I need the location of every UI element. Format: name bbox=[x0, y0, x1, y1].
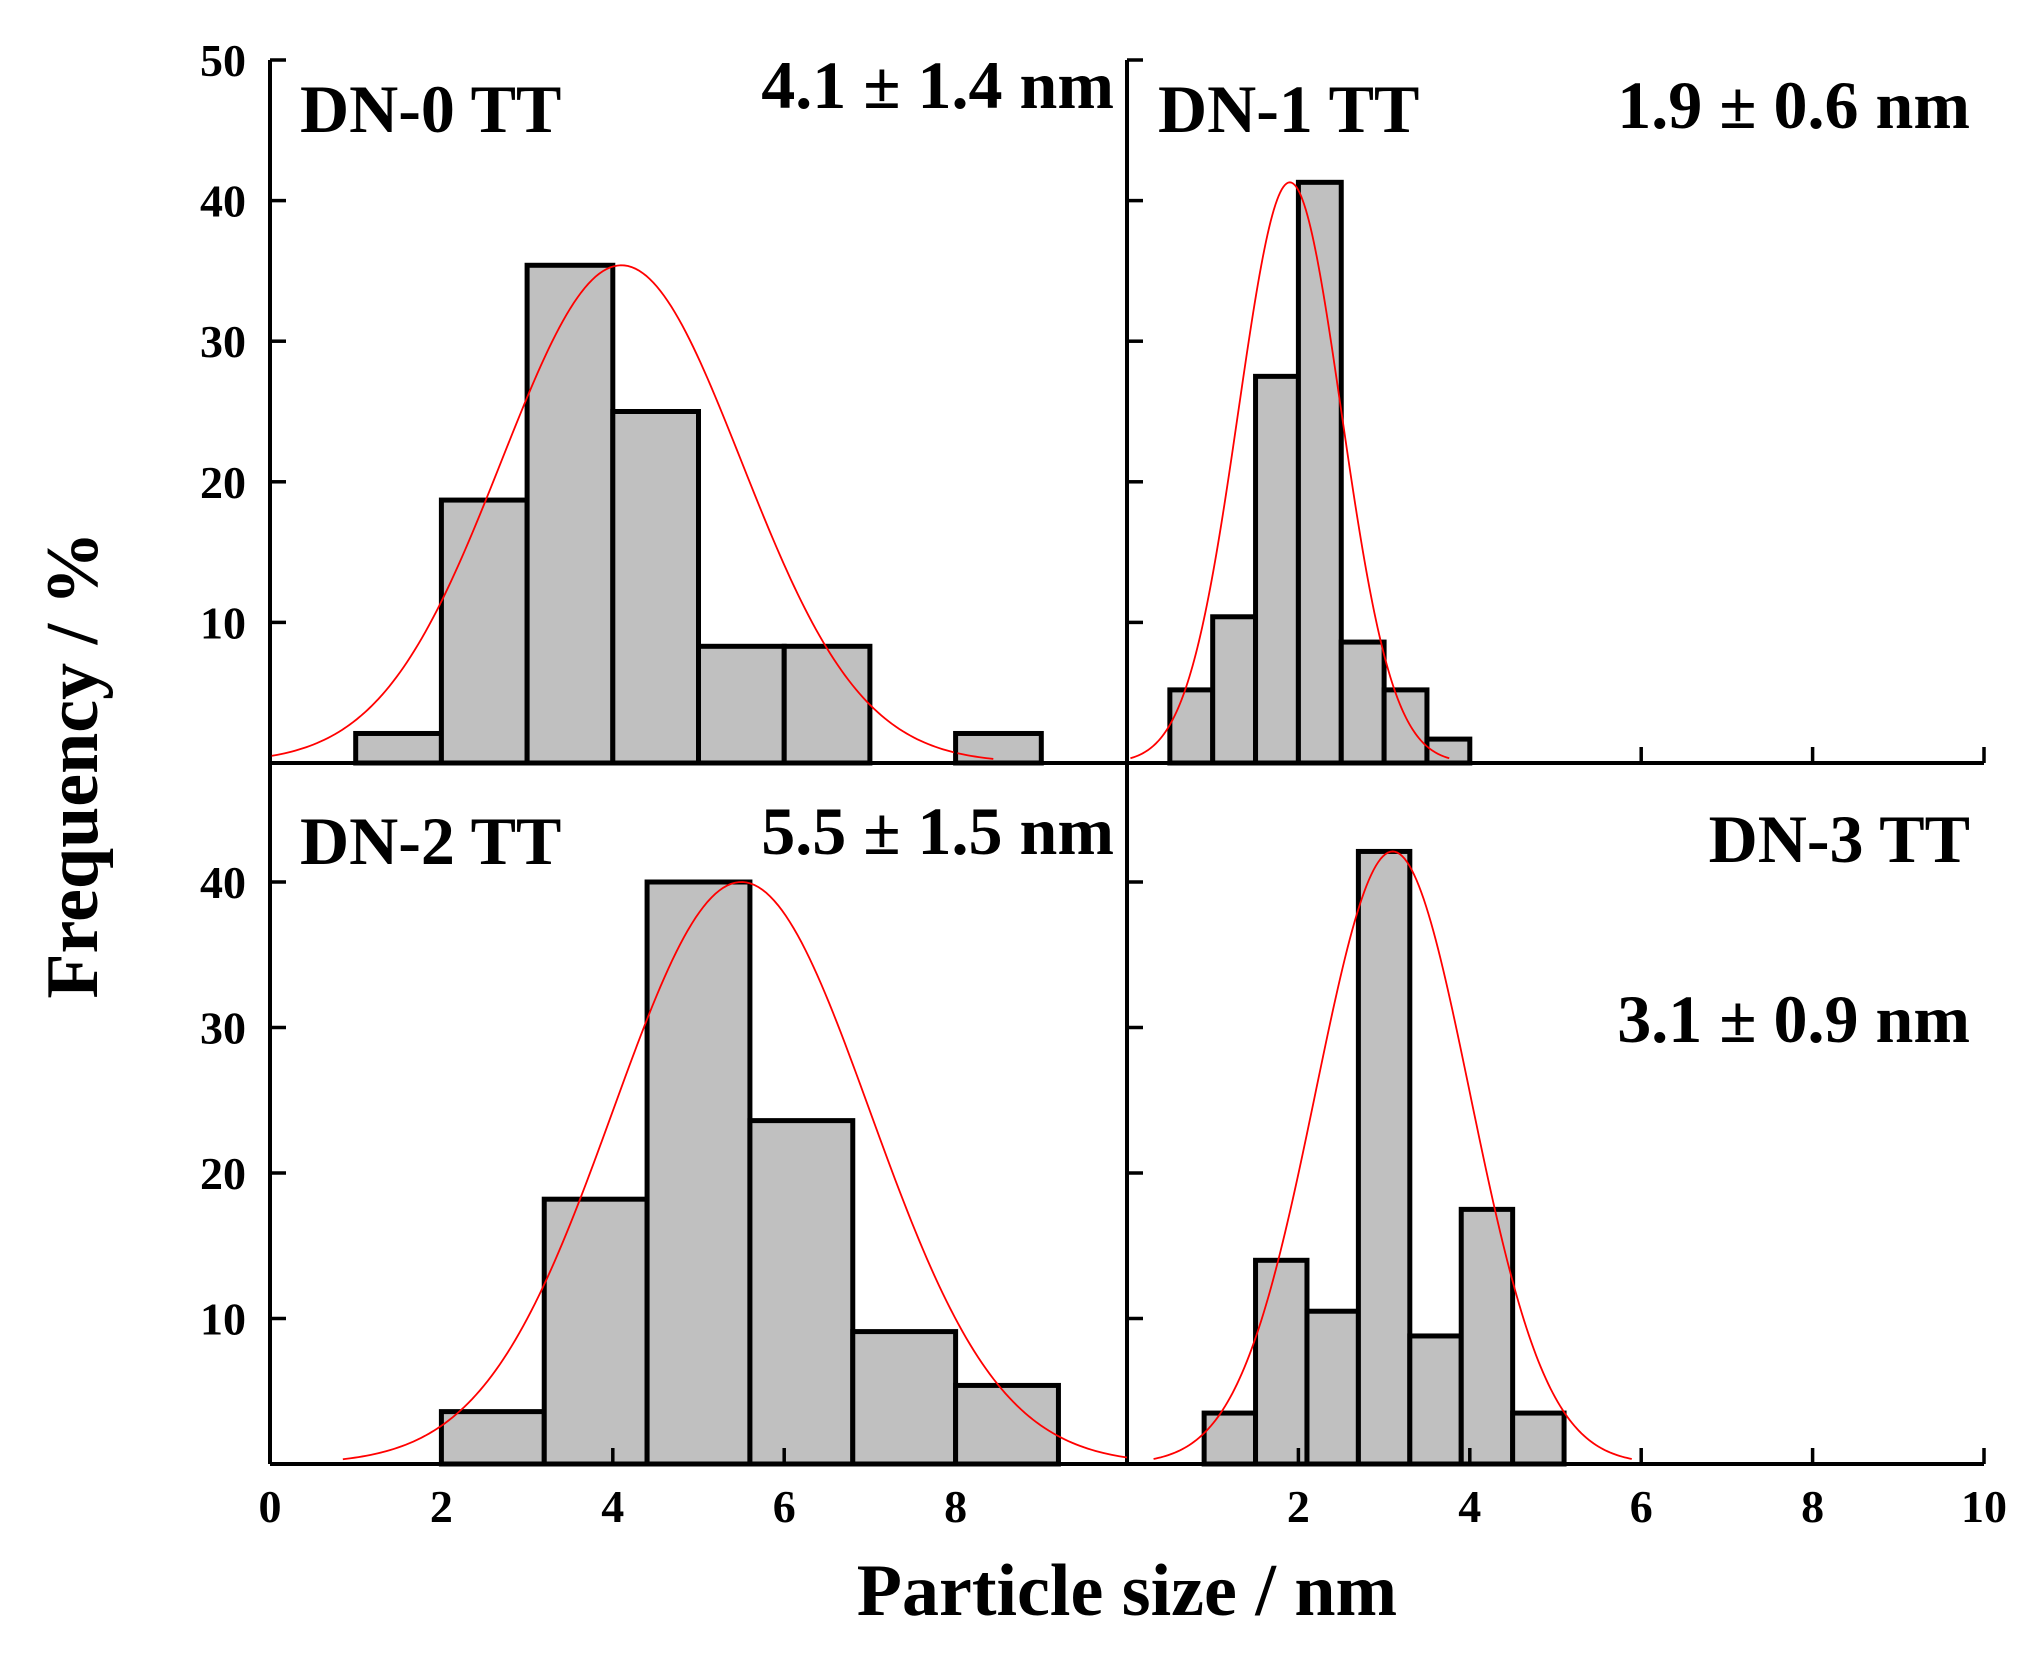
y-tick-label-bottom-40: 40 bbox=[200, 857, 246, 908]
bar-dn-2-tt-3 bbox=[647, 882, 750, 1464]
y-tick-label-bottom-30: 30 bbox=[200, 1003, 246, 1054]
bar-dn-0-tt-4 bbox=[613, 412, 699, 764]
x-tick-label-right-4: 4 bbox=[1458, 1481, 1481, 1532]
bar-dn-3-tt-2 bbox=[1256, 1260, 1307, 1464]
bar-dn-1-tt-6 bbox=[1384, 690, 1427, 763]
x-tick-label-left-6: 6 bbox=[773, 1481, 796, 1532]
panel-dn3-name: DN-3 TT bbox=[1709, 801, 1970, 877]
bar-dn-3-tt-5 bbox=[1410, 1336, 1461, 1464]
bar-dn-1-tt-1 bbox=[1170, 690, 1213, 763]
bar-dn-0-tt-3 bbox=[527, 265, 613, 763]
bar-dn-0-tt-6 bbox=[784, 646, 870, 763]
y-axis-title: Frequency / % bbox=[32, 531, 114, 998]
x-tick-label-right-2: 2 bbox=[1287, 1481, 1310, 1532]
bar-dn-0-tt-2 bbox=[441, 500, 527, 763]
bar-dn-1-tt-3 bbox=[1256, 376, 1299, 763]
histogram-figure: 10 20 30 40 50 10 20 30 40 0 2 4 6 8 2 4 6 8 10 DN-0 TT 4.… bbox=[0, 0, 2021, 1659]
panel-dn0-name: DN-0 TT bbox=[300, 71, 561, 147]
panel-dn2-name: DN-2 TT bbox=[300, 803, 561, 879]
bar-dn-2-tt-2 bbox=[544, 1199, 647, 1464]
panel-dn2-stats: 5.5 ± 1.5 nm bbox=[761, 793, 1114, 869]
bar-dn-0-tt-1 bbox=[356, 733, 442, 763]
panel-dn0-stats: 4.1 ± 1.4 nm bbox=[761, 47, 1114, 123]
panel-dn1-name: DN-1 TT bbox=[1158, 71, 1419, 147]
x-tick-label-left-2: 2 bbox=[430, 1481, 453, 1532]
y-tick-label-bottom-20: 20 bbox=[200, 1148, 246, 1199]
bar-dn-0-tt-7 bbox=[956, 733, 1042, 763]
x-tick-label-left-8: 8 bbox=[944, 1481, 967, 1532]
y-tick-label-top-50: 50 bbox=[200, 35, 246, 86]
bar-dn-0-tt-5 bbox=[699, 646, 785, 763]
bar-dn-3-tt-4 bbox=[1358, 851, 1409, 1464]
panel-dn1-stats: 1.9 ± 0.6 nm bbox=[1617, 67, 1970, 143]
bar-dn-1-tt-5 bbox=[1341, 642, 1384, 763]
bar-dn-2-tt-5 bbox=[853, 1332, 956, 1464]
bar-dn-3-tt-3 bbox=[1307, 1311, 1358, 1464]
bar-dn-2-tt-1 bbox=[441, 1412, 544, 1464]
x-tick-label-right-10: 10 bbox=[1961, 1481, 2007, 1532]
x-tick-label-right-6: 6 bbox=[1630, 1481, 1653, 1532]
x-axis-title: Particle size / nm bbox=[857, 1550, 1397, 1632]
bar-dn-2-tt-6 bbox=[956, 1385, 1059, 1464]
tick-labels: 10 20 30 40 50 10 20 30 40 0 2 4 6 8 2 4 6 8 10 bbox=[200, 35, 2007, 1532]
x-tick-label-right-8: 8 bbox=[1801, 1481, 1824, 1532]
y-tick-label-top-40: 40 bbox=[200, 176, 246, 227]
bar-dn-3-tt-1 bbox=[1204, 1413, 1255, 1464]
y-tick-label-top-30: 30 bbox=[200, 316, 246, 367]
y-tick-label-top-20: 20 bbox=[200, 457, 246, 508]
bar-dn-3-tt-6 bbox=[1461, 1209, 1512, 1464]
y-tick-label-bottom-10: 10 bbox=[200, 1294, 246, 1345]
x-tick-label-left-4: 4 bbox=[601, 1481, 624, 1532]
x-tick-label-left-0: 0 bbox=[259, 1481, 282, 1532]
panel-dn3-stats: 3.1 ± 0.9 nm bbox=[1617, 981, 1970, 1057]
bar-dn-1-tt-2 bbox=[1213, 617, 1256, 763]
bar-dn-3-tt-7 bbox=[1513, 1413, 1564, 1464]
bar-dn-2-tt-4 bbox=[750, 1121, 853, 1464]
y-tick-label-top-10: 10 bbox=[200, 597, 246, 648]
